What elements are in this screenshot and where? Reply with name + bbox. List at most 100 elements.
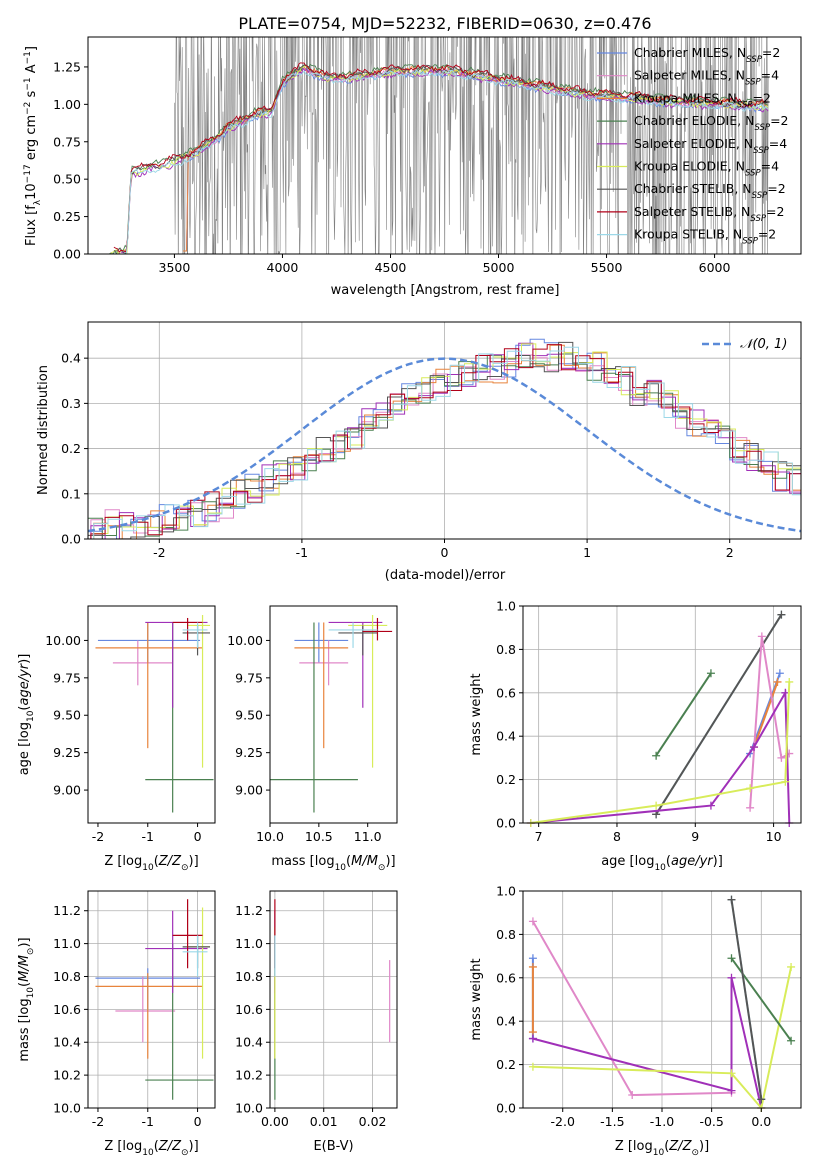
y-tick-label: 1.25 — [53, 59, 81, 74]
y-tick-label: 0.1 — [61, 486, 81, 501]
x-tick-label: 1 — [583, 545, 591, 560]
x-tick-label: 6000 — [699, 260, 731, 275]
x-axis-label: wavelength [Angstrom, rest frame] — [331, 283, 560, 298]
y-tick-label: 10.6 — [235, 1002, 263, 1017]
y-tick-label: 10.2 — [235, 1068, 263, 1083]
y-tick-label: 0.00 — [53, 247, 81, 262]
grid — [523, 605, 801, 824]
x-tick-label: 3500 — [159, 260, 191, 275]
weight-vs-metallicity-plot: -2.0 -1.5 -1.0 -0.5 0.0 0.0 0.2 0.4 0.6 0.8 1.0 Z [… — [469, 884, 802, 1158]
x-tick-label: 0 — [194, 829, 202, 844]
plot-area — [526, 610, 794, 827]
grid — [88, 322, 801, 540]
y-tick-label: 11.2 — [53, 903, 81, 918]
kroupa_miles-weight-marker — [528, 962, 537, 971]
x-tick-label: 9 — [691, 829, 699, 844]
y-axis-label: mass weight — [469, 673, 484, 755]
x-axis-label: Z [log10(Z/Z⊙)] — [104, 1139, 198, 1158]
axes: -2.0 -1.5 -1.0 -0.5 0.0 0.0 0.2 0.4 0.6 0.8 1.0 — [496, 884, 802, 1129]
y-tick-label: 11.2 — [235, 903, 263, 918]
x-tick-label: -2 — [92, 829, 104, 844]
salpeter_miles-weight-marker — [746, 803, 755, 812]
x-tick-label: 10.0 — [256, 829, 284, 844]
salpeter_elodie-histogram-step — [90, 342, 801, 539]
axes: -2 -1 0 1 2 0.0 0.1 0.2 0.3 0.4 — [61, 321, 802, 560]
kroupa_elodie-weight-marker — [785, 677, 794, 686]
x-tick-label: 7 — [535, 829, 543, 844]
chabrier_miles-weight-marker — [775, 669, 784, 678]
x-tick-label: -0.5 — [699, 1114, 723, 1129]
residual-histogram-plot: -2 -1 0 1 2 0.0 0.1 0.2 0.3 0.4 𝒩(0, 1) (data-model… — [36, 321, 802, 583]
spectrum-legend: Chabrier MILES, NSSP=2 Salpeter MILES, NS… — [597, 45, 789, 247]
y-tick-label: 10.4 — [53, 1035, 81, 1050]
x-tick-label: 4000 — [267, 260, 299, 275]
y-tick-label: 0.0 — [496, 816, 516, 831]
chabrier_stelib-weight-line — [730, 899, 763, 1100]
y-axis-label: mass [log10(M/M⊙)] — [17, 937, 36, 1061]
y-tick-label: 9.50 — [235, 708, 263, 723]
axes: -2 -1 0 10.0 10.2 10.4 10.6 10.8 11.0 11.2 — [53, 890, 216, 1129]
axes: 3500 4000 4500 5000 5500 6000 0.00 0.25 0.50 0.75… — [53, 36, 802, 275]
salpeter_miles-weight-marker — [528, 917, 537, 926]
legend-entry-label: Chabrier ELODIE, NSSP=2 — [634, 113, 789, 133]
age-vs-metallicity-plot: -2 -1 0 9.00 9.25 9.50 9.75 10.00 Z [log10(Z/Z⊙)… — [17, 605, 216, 873]
legend-entry-label: Kroupa MILES, NSSP=2 — [634, 90, 771, 110]
legend-entry-label: Chabrier STELIB, NSSP=2 — [634, 181, 786, 201]
x-tick-label: 10 — [766, 829, 782, 844]
legend-entry-label: Salpeter MILES, NSSP=4 — [634, 68, 779, 88]
y-tick-label: 0.0 — [496, 1101, 516, 1116]
y-tick-label: 9.50 — [53, 708, 81, 723]
y-tick-label: 10.6 — [53, 1002, 81, 1017]
legend-entry-label: Salpeter STELIB, NSSP=2 — [634, 204, 784, 224]
axes: 10.0 10.5 11.0 9.00 9.25 9.50 9.75 10.00 — [227, 605, 398, 844]
y-tick-label: 10.8 — [235, 969, 263, 984]
plot-area — [274, 899, 391, 1100]
y-tick-label: 10.0 — [53, 1101, 81, 1116]
x-tick-label: 0.02 — [359, 1114, 387, 1129]
salpeter_elodie-weight-line — [532, 977, 763, 1109]
y-tick-label: 0.6 — [496, 685, 516, 700]
spectrum-title: PLATE=0754, MJD=52232, FIBERID=0630, z=0… — [238, 14, 651, 33]
grid — [523, 890, 801, 1109]
x-tick-label: 11.0 — [354, 829, 382, 844]
y-tick-label: 9.75 — [235, 670, 263, 685]
y-tick-label: 0.3 — [61, 396, 81, 411]
salpeter_stelib-model-line — [113, 62, 768, 253]
plot-area — [109, 37, 769, 254]
kroupa_elodie-weight-marker — [727, 1069, 736, 1078]
x-axis-label: Z [log10(Z/Z⊙)] — [104, 854, 198, 873]
x-tick-label: 5500 — [591, 260, 623, 275]
kroupa_elodie-weight-marker — [781, 777, 790, 786]
y-tick-label: 10.00 — [227, 633, 263, 648]
grid — [88, 891, 215, 1109]
legend-entry-label: Kroupa STELIB, NSSP=2 — [634, 227, 776, 247]
x-tick-label: 0 — [441, 545, 449, 560]
chabrier_elodie-weight-marker — [706, 669, 715, 678]
salpeter_elodie-weight-marker — [750, 743, 759, 752]
y-tick-label: 9.00 — [53, 783, 81, 798]
y-tick-label: 9.25 — [235, 745, 263, 760]
y-tick-label: 0.25 — [53, 209, 81, 224]
x-tick-label: 0.00 — [261, 1114, 289, 1129]
axes: 0.00 0.01 0.02 10.0 10.2 10.4 10.6 10.8 11.0 11.2 — [235, 890, 398, 1129]
x-tick-label: 5000 — [483, 260, 515, 275]
chabrier_stelib-weight-marker — [757, 1095, 766, 1104]
y-tick-label: 0.2 — [61, 441, 81, 456]
mass-vs-ebv-plot: 0.00 0.01 0.02 10.0 10.2 10.4 10.6 10.8 11.0 11.2… — [235, 890, 398, 1154]
y-axis-label: mass weight — [469, 958, 484, 1040]
y-tick-label: 0.0 — [61, 532, 81, 547]
x-tick-label: -1.0 — [650, 1114, 674, 1129]
axes: 7 8 9 10 0.0 0.2 0.4 0.6 0.8 1.0 — [496, 599, 802, 844]
x-tick-label: -2 — [153, 545, 165, 560]
gaussian-curve — [88, 357, 801, 533]
chabrier_stelib-weight-marker — [727, 895, 736, 904]
y-tick-label: 0.8 — [496, 642, 516, 657]
y-tick-label: 0.4 — [496, 729, 516, 744]
chabrier_elodie-weight-marker — [652, 751, 661, 760]
plot-area — [95, 614, 214, 813]
y-axis-label: Normed distribution — [36, 365, 51, 495]
salpeter_elodie-weight-marker — [528, 1034, 537, 1043]
x-tick-label: -1.5 — [600, 1114, 624, 1129]
kroupa_elodie-weight-marker — [652, 801, 661, 810]
